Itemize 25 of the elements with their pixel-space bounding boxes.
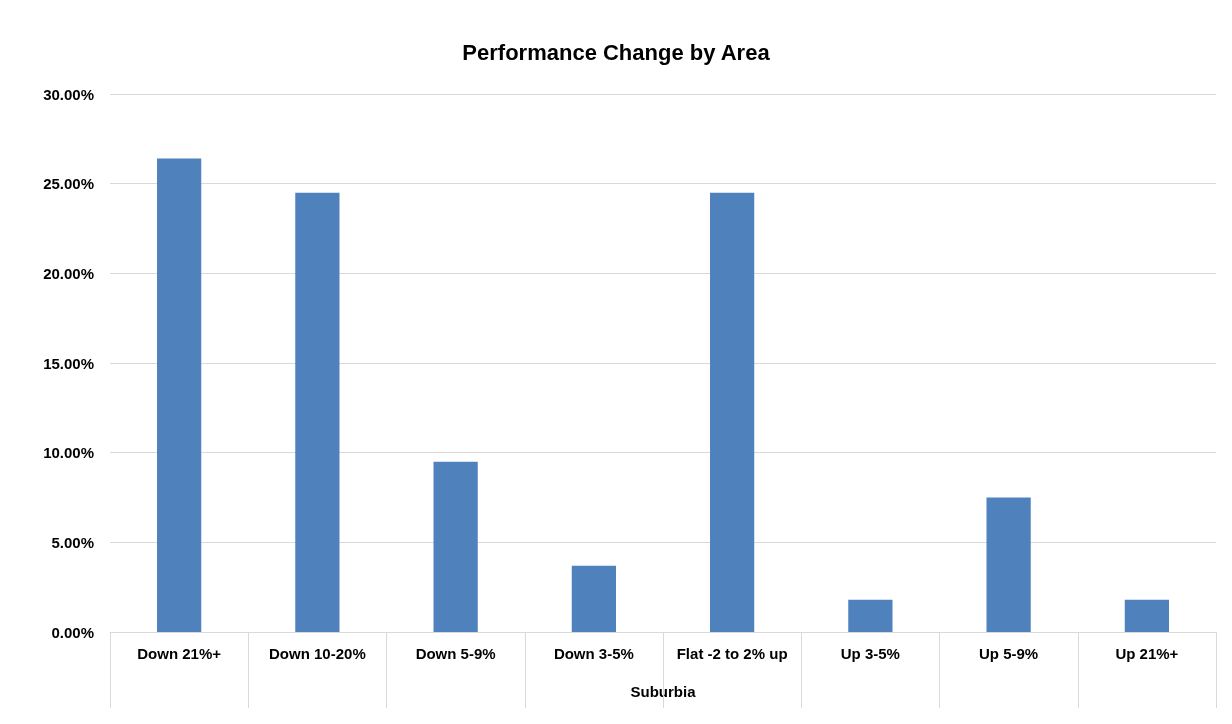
chart-title: Performance Change by Area	[462, 39, 771, 65]
bar	[571, 565, 616, 632]
bar	[986, 497, 1031, 632]
y-tick-label: 10.00%	[43, 444, 94, 462]
x-tick-label: Down 5-9%	[415, 645, 496, 662]
x-tick-label: Down 21%+	[137, 645, 222, 662]
x-tick-label: Down 10-20%	[269, 645, 366, 662]
x-tick-label: Up 5-9%	[979, 645, 1039, 662]
bar	[295, 192, 340, 632]
x-tick-label: Flat -2 to 2% up	[676, 645, 788, 662]
x-axis-title: Suburbia	[630, 683, 697, 700]
bar	[433, 461, 478, 632]
bar	[157, 158, 202, 632]
x-tick-label: Up 21%+	[1115, 645, 1179, 662]
bar	[710, 192, 755, 632]
y-tick-label: 30.00%	[43, 85, 94, 103]
x-tick-label: Down 3-5%	[553, 645, 634, 662]
bar	[848, 599, 893, 632]
y-tick-label: 15.00%	[43, 354, 94, 372]
y-tick-label: 25.00%	[43, 175, 94, 193]
y-tick-label: 5.00%	[51, 533, 94, 551]
y-tick-label: 0.00%	[51, 623, 94, 641]
x-tick-label: Up 3-5%	[840, 645, 900, 662]
bar	[1124, 599, 1169, 632]
y-tick-label: 20.00%	[43, 264, 94, 282]
